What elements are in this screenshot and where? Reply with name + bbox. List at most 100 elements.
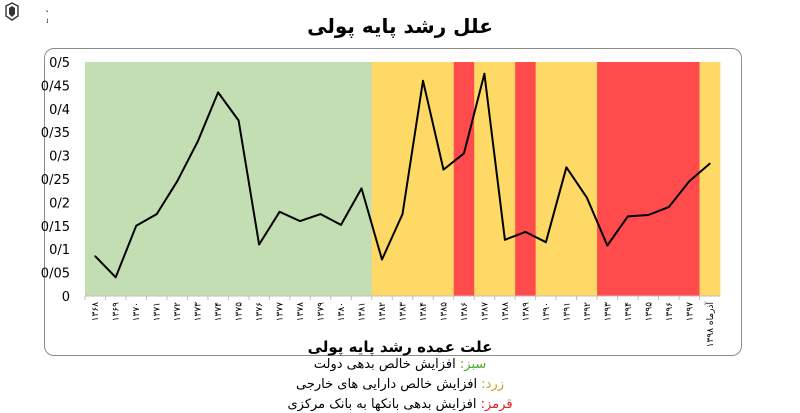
svg-text:مرکز پژوهش ها: مرکز پژوهش ها [46, 18, 48, 25]
data-point [278, 210, 281, 213]
period-band-green [187, 62, 209, 296]
logo-emblem-icon [5, 2, 19, 21]
legend-green-text: افزایش خالص بدهی دولت [313, 357, 460, 372]
data-point [626, 215, 629, 218]
data-point [463, 152, 465, 155]
x-tick-label: ۱۳۹۰ [542, 302, 552, 321]
period-band-red [638, 62, 659, 296]
x-tick-label: ۱۳۸۸ [501, 302, 511, 322]
data-point [565, 166, 568, 169]
data-point [299, 220, 301, 223]
data-point [401, 213, 404, 216]
period-band-red [617, 62, 639, 296]
period-band-yellow [433, 62, 455, 296]
legend-yellow-key: زرد: [481, 377, 504, 392]
data-point [155, 213, 158, 216]
legend-yellow-text: افزایش خالص دارایی های خارجی [296, 377, 482, 392]
x-tick-label: ۱۳۸۶ [460, 302, 470, 322]
series-line-group [94, 72, 711, 279]
data-point [114, 276, 117, 279]
period-band-red [658, 62, 680, 296]
y-tick-label: 0/4 [49, 103, 70, 118]
y-tick-label: 0/3 [49, 150, 70, 165]
period-band-yellow [392, 62, 414, 296]
period-band-red [515, 62, 537, 296]
x-tick-label: ۱۳۷۸ [296, 302, 306, 322]
period-band-yellow [535, 62, 557, 296]
y-tick-label: 0/05 [41, 267, 70, 282]
x-tick-label: ۱۳۷۷ [276, 302, 286, 322]
data-point [585, 196, 588, 199]
x-tick-label: ۱۳۷۶ [255, 302, 265, 322]
legend-green: سبز: افزایش خالص بدهی دولت [0, 357, 800, 372]
data-point [360, 187, 363, 190]
x-tick-label: ۱۳۸۲ [378, 302, 388, 322]
x-tick-label: ۱۳۷۴ [214, 302, 224, 322]
period-band-yellow [474, 62, 496, 296]
x-tick-label: ۱۳۶۹ [112, 302, 122, 322]
x-tick-label: ۱۳۷۰ [132, 302, 142, 321]
data-point [422, 79, 424, 82]
x-tick-label: ۱۳۹۴ [624, 302, 634, 322]
legend-red: قرمز: افزایش بدهی بانکها به بانک مرکزی [0, 397, 800, 412]
y-tick-label: 0/5 [49, 56, 70, 71]
x-axis: ۱۳۶۸ ۱۳۶۹ ۱۳۷۰ ۱۳۷۱ ۱۳۷۲ ۱۳۷۳ ۱۳۷۴ ۱۳۷۵ ۱۳۷۶ ۱۳۷۷… [84, 295, 720, 348]
period-band-green [85, 62, 106, 296]
data-point [258, 243, 261, 246]
x-tick-label: ۱۳۸۴ [419, 302, 429, 322]
x-tick-label: ۱۳۷۲ [173, 302, 183, 322]
data-point [237, 119, 240, 122]
period-band-green [248, 62, 270, 296]
data-point [381, 258, 383, 261]
period-band-yellow [412, 62, 434, 296]
period-band-green [207, 62, 229, 296]
x-tick-label: ۱۳۷۳ [194, 302, 204, 322]
period-band-yellow [371, 62, 393, 296]
x-axis-title: علت عمده رشد پایه پولی [308, 338, 493, 357]
data-point [524, 230, 527, 233]
chart-frame [44, 48, 742, 356]
chart-title: علل رشد پایه پولی [307, 14, 493, 38]
data-point [217, 91, 220, 94]
period-band-green [351, 62, 373, 296]
period-band-red [453, 62, 475, 296]
x-tick-label: ۱۳۹۷ [685, 302, 695, 322]
legend-green-key: سبز: [459, 357, 487, 372]
y-tick-label: 0/2 [49, 196, 70, 211]
period-band-red [597, 62, 618, 296]
period-band-green [269, 62, 291, 296]
data-point [606, 244, 609, 247]
x-tick-label: ۱۳۸۳ [399, 302, 409, 322]
data-point [544, 241, 547, 244]
data-point [135, 224, 138, 227]
data-point [94, 255, 97, 258]
y-tick-label: 0/35 [41, 126, 70, 141]
period-band-red [679, 62, 700, 296]
x-tick-label: ۱۳۷۵ [235, 302, 245, 322]
y-tick-label: 0/25 [41, 173, 70, 188]
x-tick-label: ۱۳۸۵ [439, 302, 449, 322]
period-band-green [289, 62, 311, 296]
x-tick-label: ۱۳۹۳ [603, 302, 613, 322]
data-point [504, 238, 506, 241]
x-tick-label: ۱۳۹۲ [583, 302, 593, 322]
x-tick-label: ۱۳۹۶ [665, 302, 675, 322]
legend-red-text: افزایش بدهی بانکها به بانک مرکزی [287, 397, 481, 412]
data-point [340, 223, 342, 226]
x-tick-label: آذرماه ۱۳۹۸ [704, 302, 716, 348]
period-band-green [228, 62, 250, 296]
data-point [688, 180, 691, 183]
legend-yellow: زرد: افزایش خالص دارایی های خارجی [0, 377, 800, 392]
x-tick-label: ۱۳۹۵ [644, 302, 654, 322]
data-point [483, 72, 486, 75]
x-tick-label: ۱۳۸۷ [480, 302, 490, 322]
x-tick-label: ۱۳۷۱ [153, 302, 163, 321]
y-tick-label: 0/15 [41, 220, 70, 235]
period-band-yellow [576, 62, 598, 296]
x-tick-label: ۱۳۷۹ [317, 302, 327, 322]
data-point [176, 180, 179, 183]
data-point [319, 213, 322, 216]
data-point [667, 206, 670, 208]
period-band-green [105, 62, 127, 296]
